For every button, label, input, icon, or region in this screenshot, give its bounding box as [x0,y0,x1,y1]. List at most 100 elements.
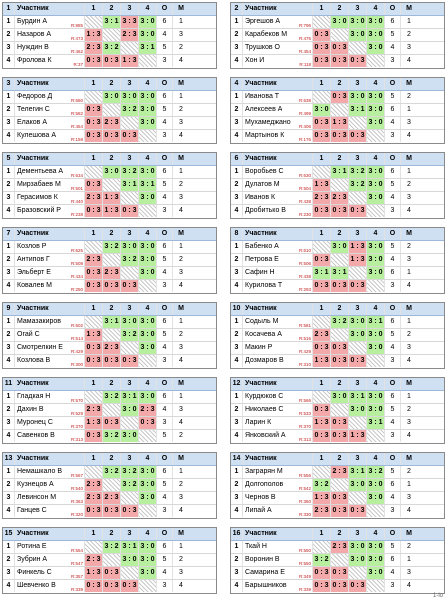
score-cell: 3 : 0 [367,554,385,566]
column-header-2: 2 [331,528,349,540]
player-name[interactable]: Бурдин А [17,18,48,25]
player-name[interactable]: Антипов Г [17,256,50,263]
player-name[interactable]: Ткай Н [245,543,267,550]
player-name[interactable]: Петрова Е [245,256,279,263]
score-cell: 3 : 0 [349,554,367,566]
player-name[interactable]: Воробьев С [245,168,284,175]
player-name[interactable]: Бабенко А [245,243,279,250]
player-name[interactable]: Елаков А [17,119,48,126]
player-name[interactable]: Кузнецов А [17,481,54,488]
score-cell: 0 : 3 [85,130,103,142]
player-number: 4 [231,355,243,367]
player-name[interactable]: Федоров Д [17,93,53,100]
player-name[interactable]: Иванова Т [245,93,280,100]
player-name[interactable]: Дулатов М [245,181,280,188]
player-name[interactable]: Ганцев С [17,507,47,514]
score-cell: 3 : 0 [139,479,157,491]
player-name[interactable]: Гладкая Н [17,393,51,400]
player-name[interactable]: Немашкало В [17,468,63,475]
player-name[interactable]: Долгополов [245,481,284,488]
player-name[interactable]: Фролова К [17,57,52,64]
player-name[interactable]: Ротина Е [17,543,47,550]
player-cell: Ганцев С R:320 [15,505,85,517]
player-name[interactable]: Хон И [245,57,265,64]
player-name[interactable]: Шевченко В [17,582,56,589]
player-name[interactable]: Нуждин В [17,44,49,51]
player-name[interactable]: Янковский А [245,432,286,439]
column-header-1: 1 [85,3,103,15]
player-points: 3 [157,417,173,429]
player-name[interactable]: Трушков О [245,44,280,51]
player-name[interactable]: Герасимов К [17,194,58,201]
player-name[interactable]: Дахин В [17,406,44,413]
player-name[interactable]: Козлов Р [17,243,47,250]
player-name[interactable]: Курдюков С [245,393,284,400]
player-points: 3 [157,355,173,367]
self-cell [103,479,121,491]
player-name[interactable]: Макин Р [245,344,273,351]
player-number: 4 [3,130,15,142]
player-name[interactable]: Муронец С [17,419,53,426]
player-name[interactable]: Содыль М [245,318,279,325]
player-cell: Бурдин А R:885 [15,16,85,28]
score-cell: 3 : 2 [103,241,121,253]
score-cell: 3 : 0 [139,254,157,266]
player-name[interactable]: Назаров А [17,31,52,38]
player-points: 3 [385,355,401,367]
player-name[interactable]: Савенков В [17,432,55,439]
player-name[interactable]: Дозмаров В [245,357,284,364]
player-name[interactable]: Сафин Н [245,269,275,276]
player-name[interactable]: Заграрян М [245,468,283,475]
player-place: 4 [179,419,183,426]
self-cell [103,254,121,266]
score-cell: 1 : 3 [85,329,103,341]
player-number: 4 [3,430,15,442]
player-name[interactable]: Смотрелкин Е [17,344,63,351]
participant-header: Участник [15,303,85,315]
player-rating: R:476 [298,36,311,41]
player-name[interactable]: Мартынов К [245,132,285,139]
player-name[interactable]: Мухамеджанов [245,119,291,126]
player-name[interactable]: Эльберт Е [17,269,51,276]
player-name[interactable]: Мамазакиров [17,318,62,325]
player-name[interactable]: Огай С [17,331,40,338]
player-name[interactable]: Левинсон М [17,494,57,501]
score-cell: 3 : 0 [367,104,385,116]
player-name[interactable]: Косачева А [245,331,282,338]
player-name[interactable]: Ковалев М [17,282,52,289]
player-name[interactable]: Дементьева А [17,168,63,175]
player-name[interactable]: Барышников [245,582,287,589]
player-name[interactable]: Николаев С [245,406,284,413]
player-name[interactable]: Чернов В [245,494,276,501]
score-cell: 0 : 3 [331,492,349,504]
player-name[interactable]: Финкель С [17,569,52,576]
player-name[interactable]: Эргешов А [245,18,281,25]
player-name[interactable]: Ларин К [245,419,272,426]
player-name[interactable]: Алексеев А [245,106,283,113]
player-cell: Гладкая Н R:570 [15,391,85,403]
score-cell: 3 : 0 [367,16,385,28]
column-header-4: 4 [367,303,385,315]
player-name[interactable]: Иванов К [245,194,276,201]
player-name[interactable]: Карабеков М [245,31,288,38]
player-name[interactable]: Бразовский Р [17,207,61,214]
group-header-row: 9 Участник 1 2 3 4 О М [3,303,216,316]
player-name[interactable]: Козлова В [17,357,51,364]
copyright-text: 1-lo [432,593,443,599]
player-name[interactable]: Кулешова А [17,132,57,139]
player-name[interactable]: Липай А [245,507,272,514]
self-cell [349,417,367,429]
self-cell [121,342,139,354]
player-name[interactable]: Телегин С [17,106,50,113]
player-name[interactable]: Самарина Е [245,569,285,576]
score-cell: 3 : 1 [367,417,385,429]
player-name[interactable]: Дробитько В [245,207,286,214]
participant-header: Участник [243,453,313,465]
player-name[interactable]: Воронин В [245,556,280,563]
player-name[interactable]: Зубрин А [17,556,48,563]
participant-header: Участник [243,228,313,240]
player-name[interactable]: Курилова Т [245,282,283,289]
player-name[interactable]: Мирзабаев М [17,181,61,188]
player-cell: Смотрелкин Е R:429 [15,342,85,354]
